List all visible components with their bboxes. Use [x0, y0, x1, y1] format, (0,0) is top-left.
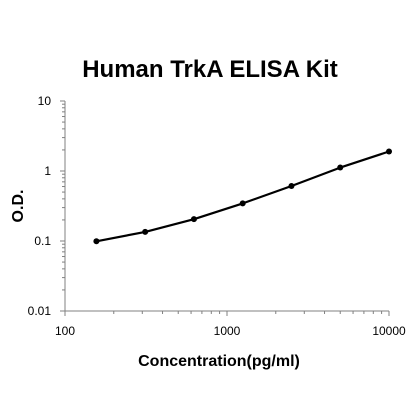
- data-point: [142, 228, 149, 235]
- y-tick-label: 0.1: [34, 234, 51, 248]
- series-line: [96, 150, 390, 243]
- axis-ticks: [60, 100, 390, 316]
- data-point: [386, 148, 392, 155]
- data-point: [93, 238, 100, 245]
- data-point: [337, 164, 344, 171]
- y-axis-label: O.D.: [10, 190, 27, 223]
- x-tick-label: 10000: [372, 324, 406, 338]
- x-tick-label: 100: [55, 324, 75, 338]
- data-point: [190, 216, 197, 223]
- chart-title: Human TrkA ELISA Kit: [82, 56, 338, 83]
- data-point: [288, 183, 295, 190]
- y-tick-label: 0.01: [28, 304, 52, 318]
- y-tick-label: 1: [44, 164, 51, 178]
- data-points: [93, 148, 392, 245]
- x-axis-label: Concentration(pg/ml): [138, 353, 300, 370]
- data-point: [239, 200, 246, 207]
- tick-labels: 0.01 0.1 1 10 100 1000 10000: [28, 94, 406, 338]
- x-tick-label: 1000: [214, 324, 241, 338]
- y-tick-label: 10: [38, 94, 52, 108]
